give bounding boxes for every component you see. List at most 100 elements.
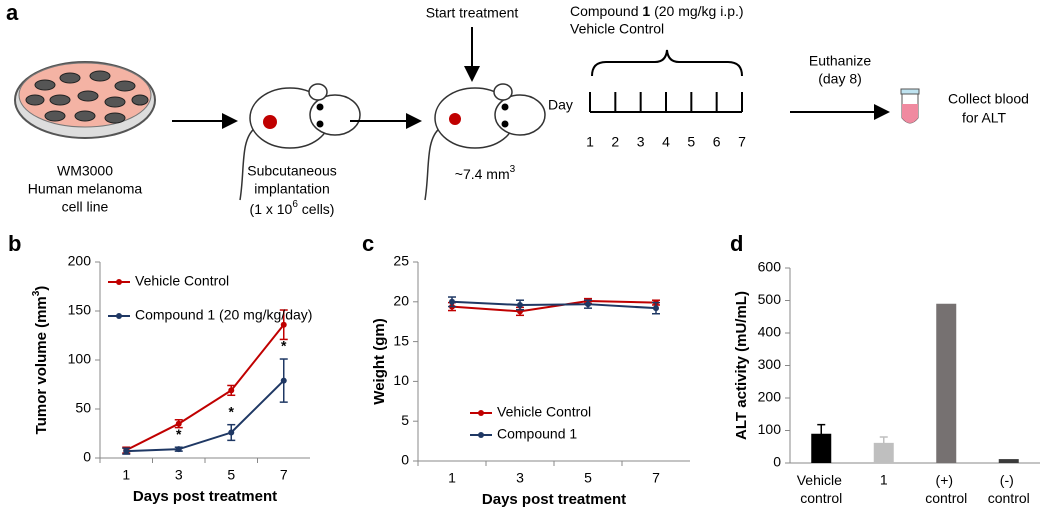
label: Day: [548, 97, 573, 113]
marker: [123, 448, 130, 455]
legend-label: Compound 1 (20 mg/kg/day): [135, 307, 312, 323]
day-label: 3: [637, 134, 645, 150]
bar: [873, 442, 894, 463]
day-label: 4: [662, 134, 670, 150]
panel-label: c: [362, 231, 374, 256]
label: Start treatment: [426, 5, 519, 21]
superscript: 3: [510, 164, 516, 175]
x-tick-label: Vehicle control: [797, 472, 846, 506]
day-label: 2: [611, 134, 619, 150]
bar: [936, 303, 957, 463]
legend-label: Vehicle Control: [135, 273, 229, 289]
label: Compound: [570, 3, 642, 19]
y-axis-label: Weight (gm): [371, 318, 388, 404]
y-axis-label: ALT activity (mU/mL): [733, 291, 750, 440]
line: [451, 300, 657, 310]
day-label: 5: [687, 134, 695, 150]
blood-tube: [900, 88, 920, 124]
y-tick-label: 200: [68, 253, 92, 269]
bar: [998, 459, 1019, 463]
annotation: *: [229, 403, 235, 419]
y-tick-label: 100: [758, 421, 782, 437]
legend-marker: [116, 279, 122, 285]
y-tick-label: 0: [401, 452, 409, 468]
label: (20 mg/kg i.p.): [650, 3, 743, 19]
y-tick-label: 200: [758, 389, 782, 405]
y-tick-label: 20: [393, 293, 409, 309]
y-tick-label: 10: [393, 372, 409, 388]
label: (1 x 106 cells): [250, 199, 335, 217]
x-tick-label: (-) control: [988, 472, 1030, 506]
label: 1: [642, 3, 650, 19]
label: Euthanize: [809, 53, 871, 69]
label: Subcutaneous: [247, 163, 337, 179]
label: Vehicle Control: [570, 21, 664, 37]
legend-marker: [478, 410, 484, 416]
label: Compound 1 (20 mg/kg i.p.): [570, 3, 744, 19]
y-tick-label: 25: [393, 253, 409, 269]
x-axis-label: Days post treatment: [133, 488, 277, 505]
panel-label: d: [730, 231, 743, 256]
label: (1 x 10: [250, 201, 293, 217]
y-axis-label: Tumor volume (mm3): [31, 286, 50, 435]
y-tick-label: 600: [758, 259, 782, 275]
bar: [811, 433, 832, 463]
day-label: 1: [586, 134, 594, 150]
label: for ALT: [962, 110, 1007, 126]
label: (day 8): [818, 71, 862, 87]
annotation: *: [176, 426, 182, 442]
panel-label: b: [8, 231, 21, 256]
label: implantation: [254, 181, 330, 197]
y-tick-label: 400: [758, 324, 782, 340]
line: [125, 324, 285, 452]
label: cells): [298, 201, 335, 217]
marker: [449, 298, 455, 305]
legend-label: Compound 1: [497, 426, 577, 442]
y-tick-label: 50: [75, 400, 91, 416]
legend-marker: [116, 313, 122, 319]
line: [451, 300, 657, 313]
marker: [175, 420, 182, 427]
panel-label: a: [6, 0, 19, 25]
day-label: 7: [738, 134, 746, 150]
y-axis-label: ): [33, 286, 50, 291]
y-axis-label: ALT activity (mU/mL): [733, 291, 750, 440]
y-tick-label: 150: [68, 302, 92, 318]
label: Collect blood: [948, 91, 1029, 107]
x-tick-label: 7: [280, 467, 288, 483]
y-tick-label: 15: [393, 332, 409, 348]
marker: [280, 377, 287, 384]
brace: [591, 49, 743, 77]
y-tick-label: 0: [773, 454, 781, 470]
mouse: [424, 83, 546, 201]
x-tick-label: 7: [652, 470, 660, 486]
x-tick-label: 5: [584, 470, 592, 486]
x-tick-label: 3: [516, 470, 524, 486]
mouse: [239, 83, 361, 201]
x-tick-label: 1: [880, 472, 888, 488]
label: ~7.4 mm: [455, 166, 510, 182]
label: Human melanoma: [28, 181, 143, 197]
marker: [228, 387, 235, 394]
y-tick-label: 100: [68, 351, 92, 367]
line: [126, 379, 285, 453]
y-tick-label: 300: [758, 356, 782, 372]
y-tick-label: 0: [83, 449, 91, 465]
annotation: *: [281, 338, 287, 354]
marker: [585, 301, 591, 308]
label: cell line: [62, 199, 109, 215]
marker: [228, 429, 235, 436]
marker: [175, 446, 182, 453]
legend-label: Vehicle Control: [497, 404, 591, 420]
x-tick-label: 3: [175, 467, 183, 483]
y-axis-label: 3: [31, 290, 42, 296]
marker: [280, 321, 287, 328]
label: ~7.4 mm3: [455, 164, 516, 182]
x-tick-label: (+) control: [925, 472, 967, 506]
y-tick-label: 5: [401, 412, 409, 428]
marker: [517, 301, 523, 308]
petri-dish: [14, 61, 156, 139]
x-axis-label: Days post treatment: [482, 491, 626, 508]
x-tick-label: 1: [448, 470, 456, 486]
